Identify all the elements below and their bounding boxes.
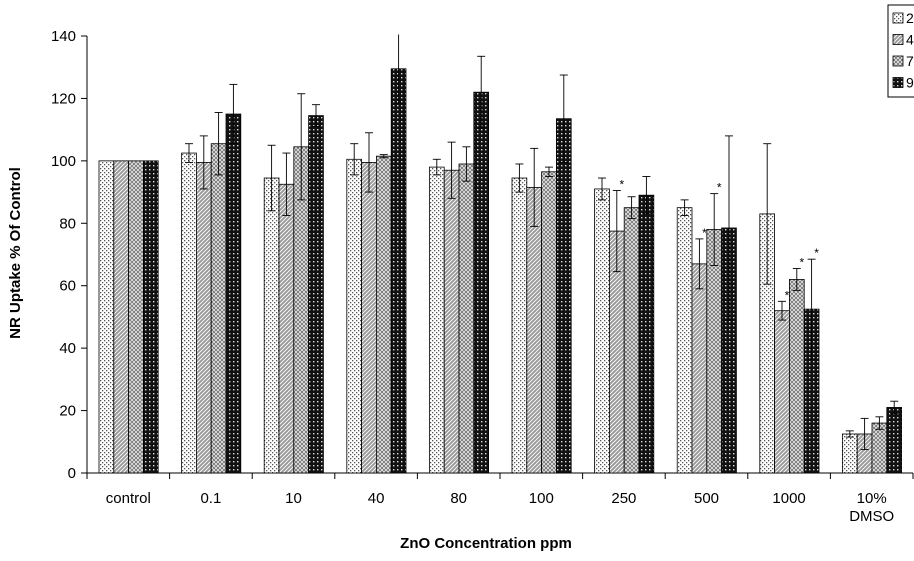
legend-swatch-72hr (892, 55, 904, 67)
bar-48hr-3 (361, 162, 377, 474)
bar-24hr-7 (676, 207, 693, 474)
bar-96hr-3 (390, 68, 407, 474)
bar-96hr-0 (142, 160, 159, 474)
bar-24hr-4 (428, 166, 445, 474)
legend-label-72hr: 72hr (906, 53, 914, 69)
bar-96hr-1 (225, 113, 242, 474)
bar-72hr-3 (375, 155, 392, 474)
bar-24hr-2 (263, 177, 280, 474)
bar-72hr-1 (210, 143, 227, 474)
bar-24hr-6 (594, 188, 610, 474)
x-tick-label: 1000 (772, 490, 805, 507)
bar-48hr-2 (278, 183, 295, 474)
significance-star: * (702, 226, 707, 240)
bar-72hr-5 (541, 171, 557, 474)
bar-72hr-8 (789, 279, 805, 474)
x-axis-title: ZnO Concentration ppm (400, 535, 572, 552)
legend-label-96hr: 96hr (906, 75, 914, 91)
bar-48hr-5 (526, 186, 542, 474)
legend-swatch-24hr (892, 12, 904, 24)
bar-48hr-1 (195, 162, 212, 474)
bar-96hr-2 (308, 115, 324, 474)
bar-96hr-6 (638, 194, 655, 474)
significance-star: * (799, 256, 804, 270)
x-tick-label: 80 (450, 490, 467, 507)
bar-96hr-4 (473, 91, 489, 474)
y-tick-label: 0 (68, 465, 76, 482)
y-axis-title: NR Uptake % Of Control (7, 167, 24, 339)
significance-star: * (619, 178, 624, 192)
bar-48hr-8 (774, 310, 790, 474)
bar-24hr-1 (181, 152, 197, 474)
legend-label-24hr: 24hr (906, 10, 914, 26)
bar-96hr-5 (556, 118, 572, 474)
plot-area: 0 20 40 60 80 100 120 140 control 0.1 10 40 80 100 250… (51, 28, 914, 525)
x-tick-label: control (106, 490, 151, 507)
x-tick-label: 10% (857, 490, 887, 507)
bar-24hr-3 (346, 158, 362, 474)
bar-72hr-9 (871, 422, 888, 474)
x-tick-label: 500 (694, 490, 719, 507)
bar-72hr-6 (623, 207, 640, 474)
x-tick-label: 0.1 (200, 490, 221, 507)
y-tick-label: 20 (59, 403, 76, 420)
x-tick-label: DMSO (849, 508, 894, 525)
bar-48hr-4 (443, 169, 460, 474)
x-tick-label: 40 (368, 490, 385, 507)
significance-star: * (717, 181, 722, 195)
bar-48hr-7 (691, 263, 708, 474)
y-tick-label: 40 (59, 340, 76, 357)
y-tick-label: 80 (59, 215, 76, 232)
x-tick-label: 250 (611, 490, 636, 507)
legend: 24hr 48hr 72hr 96hr (887, 4, 914, 98)
legend-label-48hr: 48hr (906, 32, 914, 48)
x-tick-label: 100 (529, 490, 554, 507)
bar-96hr-9 (886, 407, 902, 474)
significance-star: * (814, 246, 819, 260)
bar-72hr-4 (458, 163, 475, 474)
bar-72hr-7 (706, 229, 722, 474)
y-tick-label: 120 (51, 90, 76, 107)
x-tick-label: 10 (285, 490, 302, 507)
bar-48hr-0 (113, 160, 130, 474)
bar-24hr-0 (98, 160, 115, 474)
y-tick-label: 60 (59, 278, 76, 295)
legend-swatch-96hr (892, 77, 904, 88)
significance-star: * (785, 288, 790, 302)
bar-72hr-0 (128, 160, 144, 474)
y-tick-label: 100 (51, 153, 76, 170)
y-tick-label: 140 (51, 28, 76, 45)
bar-24hr-5 (511, 177, 528, 474)
legend-swatch-48hr (892, 34, 904, 45)
bar-24hr-9 (842, 433, 858, 474)
